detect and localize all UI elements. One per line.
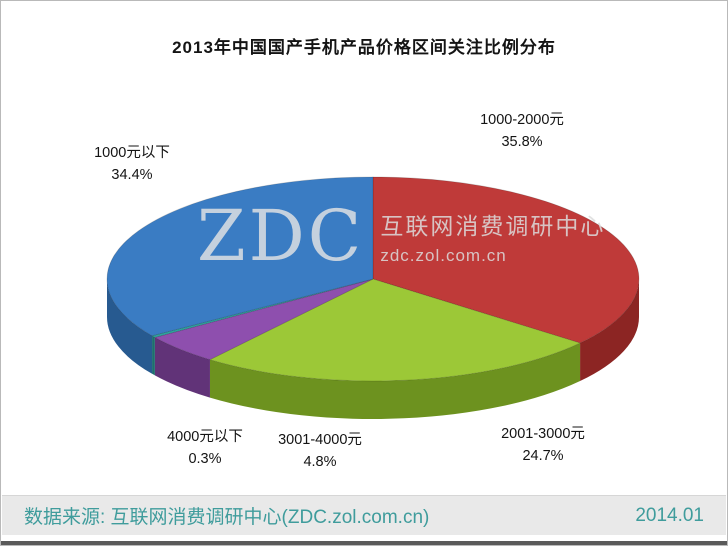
slice-label-text: 2001-3000元 xyxy=(501,426,585,442)
pie-slice-side xyxy=(107,279,153,374)
slice-label-text: 4000元以下 xyxy=(167,429,243,445)
data-source-text: 数据来源: 互联网消费调研中心(ZDC.zol.com.cn) xyxy=(24,507,430,528)
chart-title: 2013年中国国产手机产品价格区间关注比例分布 xyxy=(172,38,556,57)
slice-label-percent: 35.8% xyxy=(501,134,543,150)
pie-slice-side xyxy=(152,335,155,376)
slice-label-3001-4000: 3001-4000元 4.8% xyxy=(278,429,362,473)
slice-label-text: 1000元以下 xyxy=(94,145,170,161)
pie-slice-side xyxy=(580,279,639,382)
slice-label-1000-2000: 1000-2000元 35.8% xyxy=(480,109,564,153)
pie-slice-side xyxy=(154,337,210,398)
slice-label-percent: 34.4% xyxy=(111,167,153,183)
pie-chart xyxy=(106,176,640,420)
report-date: 2014.01 xyxy=(635,504,704,526)
slice-label-percent: 24.7% xyxy=(522,448,564,464)
slice-label-percent: 0.3% xyxy=(188,451,222,467)
pie-slice xyxy=(208,278,582,382)
slice-label-text: 3001-4000元 xyxy=(278,432,362,448)
slice-label-2001-3000: 2001-3000元 24.7% xyxy=(501,423,585,467)
slice-label-4000: 4000元以下 0.3% xyxy=(167,426,243,470)
slice-label-text: 1000-2000元 xyxy=(480,112,564,128)
pie-slice xyxy=(106,176,374,337)
slice-label-percent: 4.8% xyxy=(303,454,337,470)
pie-slice xyxy=(372,176,640,344)
pie-slice xyxy=(153,278,374,361)
slice-label-under-1000: 1000元以下 34.4% xyxy=(94,142,170,186)
pie-slice xyxy=(151,278,374,338)
pie-slice-side xyxy=(209,343,581,420)
bottom-edge-strip xyxy=(1,541,727,545)
source-bar: 数据来源: 互联网消费调研中心(ZDC.zol.com.cn) 2014.01 xyxy=(2,495,726,535)
